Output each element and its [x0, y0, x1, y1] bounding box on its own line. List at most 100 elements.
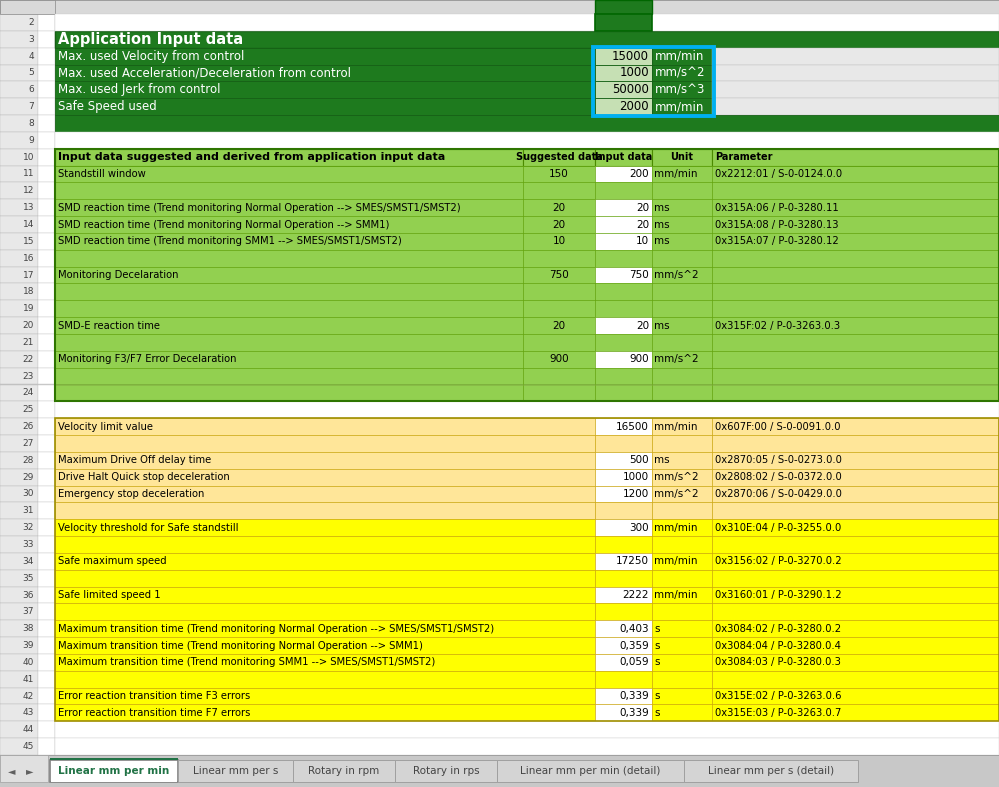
Bar: [0, 267, 38, 283]
Text: 18: 18: [23, 287, 34, 297]
Bar: [55, 149, 999, 165]
Bar: [712, 586, 999, 604]
Bar: [38, 233, 55, 249]
Text: 0,059: 0,059: [619, 657, 649, 667]
Text: 35: 35: [23, 574, 34, 582]
Bar: [55, 401, 999, 418]
Bar: [38, 317, 55, 334]
Text: ms: ms: [654, 456, 669, 465]
Bar: [595, 536, 652, 553]
Bar: [523, 216, 595, 233]
Bar: [652, 620, 712, 637]
Text: 33: 33: [23, 540, 34, 549]
Bar: [55, 149, 523, 165]
Text: Velocity threshold for Safe standstill: Velocity threshold for Safe standstill: [58, 523, 239, 533]
Text: ►: ►: [26, 766, 34, 776]
Bar: [523, 283, 595, 301]
Bar: [55, 149, 999, 401]
Bar: [652, 486, 712, 502]
Text: s: s: [654, 691, 659, 701]
Bar: [55, 704, 999, 722]
Bar: [523, 385, 595, 401]
Text: 26: 26: [23, 422, 34, 431]
Bar: [38, 334, 55, 351]
Bar: [38, 199, 55, 216]
Bar: [55, 48, 999, 65]
Bar: [652, 249, 712, 267]
Bar: [55, 688, 999, 704]
Text: 0,339: 0,339: [619, 691, 649, 701]
Bar: [55, 570, 999, 586]
Bar: [712, 233, 999, 249]
Text: mm/s^2: mm/s^2: [654, 472, 698, 482]
Text: ms: ms: [654, 236, 669, 246]
Bar: [712, 183, 999, 199]
Text: 0x310E:04 / P-0-3255.0.0: 0x310E:04 / P-0-3255.0.0: [715, 523, 841, 533]
Bar: [652, 199, 712, 216]
Bar: [55, 165, 999, 183]
Text: SMD reaction time (Trend monitoring Normal Operation --> SMES/SMST1/SMST2): SMD reaction time (Trend monitoring Norm…: [58, 203, 461, 212]
Text: Monitoring Decelaration: Monitoring Decelaration: [58, 270, 179, 280]
Text: 200: 200: [629, 169, 649, 179]
Bar: [712, 165, 999, 183]
Bar: [0, 317, 38, 334]
Text: 4: 4: [28, 52, 34, 61]
Bar: [0, 301, 38, 317]
Bar: [523, 334, 595, 351]
Bar: [0, 48, 38, 65]
Bar: [595, 502, 652, 519]
Text: 36: 36: [23, 590, 34, 600]
Bar: [55, 570, 595, 586]
Text: Safe Speed used: Safe Speed used: [58, 100, 157, 113]
Bar: [595, 570, 652, 586]
Bar: [55, 654, 999, 671]
Text: 14: 14: [23, 220, 34, 229]
Bar: [652, 637, 712, 654]
Text: 17: 17: [23, 271, 34, 279]
Bar: [178, 760, 293, 782]
Bar: [38, 604, 55, 620]
Bar: [0, 620, 38, 637]
Bar: [38, 65, 55, 81]
Text: 1000: 1000: [619, 66, 649, 79]
Text: 15: 15: [23, 237, 34, 246]
Bar: [55, 267, 523, 283]
Bar: [712, 553, 999, 570]
Bar: [0, 401, 38, 418]
Bar: [0, 536, 38, 553]
Bar: [55, 31, 999, 48]
Bar: [712, 317, 999, 334]
Bar: [712, 301, 999, 317]
Bar: [55, 418, 999, 722]
Text: 16: 16: [23, 253, 34, 263]
Bar: [523, 267, 595, 283]
Bar: [38, 553, 55, 570]
Text: 22: 22: [23, 355, 34, 364]
Bar: [652, 283, 712, 301]
Bar: [55, 469, 999, 486]
Text: 0x2212:01 / S-0-0124.0.0: 0x2212:01 / S-0-0124.0.0: [715, 169, 842, 179]
Bar: [38, 81, 55, 98]
Bar: [38, 637, 55, 654]
Bar: [55, 620, 595, 637]
Text: Unit: Unit: [670, 152, 693, 162]
Bar: [712, 620, 999, 637]
Bar: [712, 334, 999, 351]
Bar: [652, 452, 712, 469]
Text: 30: 30: [23, 490, 34, 498]
Bar: [652, 671, 712, 688]
Bar: [55, 418, 999, 435]
Bar: [593, 46, 714, 116]
Bar: [0, 604, 38, 620]
Bar: [595, 267, 652, 283]
Bar: [0, 183, 38, 199]
Bar: [38, 722, 55, 738]
Bar: [712, 469, 999, 486]
Bar: [51, 780, 177, 782]
Bar: [595, 435, 652, 452]
Bar: [55, 216, 999, 233]
Text: 15000: 15000: [612, 50, 649, 63]
Text: Safe maximum speed: Safe maximum speed: [58, 556, 167, 567]
Text: Maximum Drive Off delay time: Maximum Drive Off delay time: [58, 456, 211, 465]
Bar: [523, 233, 595, 249]
